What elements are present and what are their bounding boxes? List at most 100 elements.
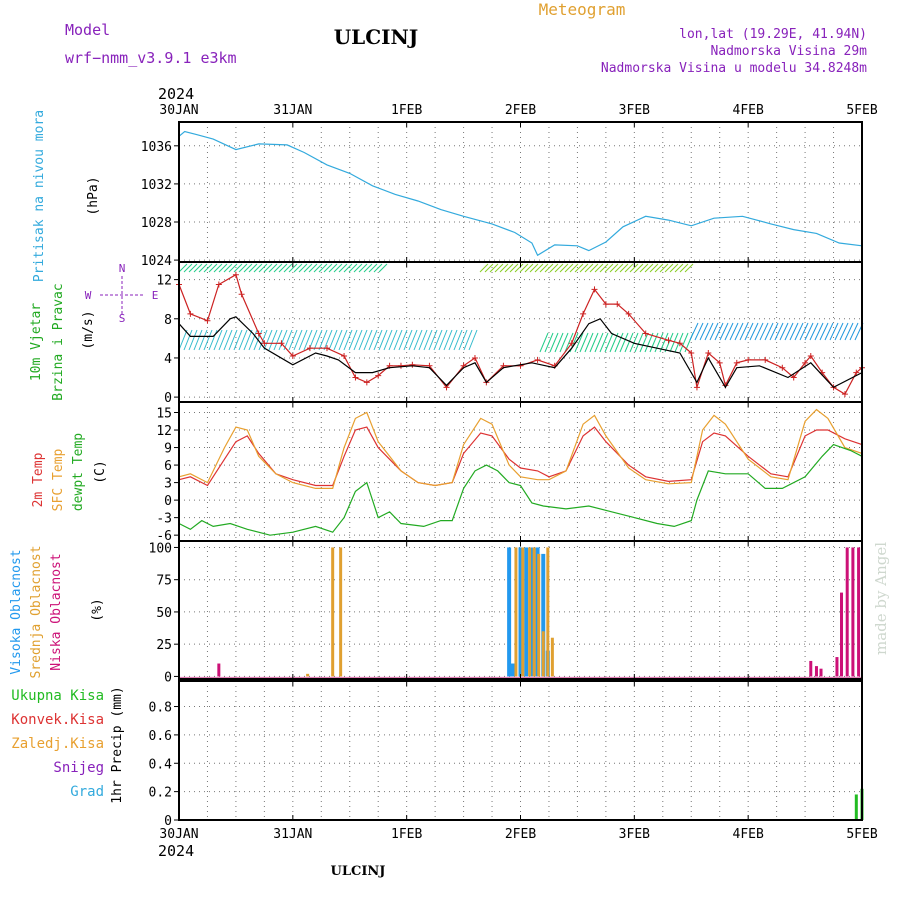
bar xyxy=(524,547,529,677)
wind-barb xyxy=(549,332,559,353)
wind-barb xyxy=(554,263,564,273)
date-label-bottom: 30JAN xyxy=(159,827,198,842)
date-label-bottom: 31JAN xyxy=(273,827,312,842)
wind-barb xyxy=(659,263,669,273)
wind-barb xyxy=(328,329,338,351)
bar xyxy=(854,794,858,820)
wind-barb xyxy=(263,329,273,351)
wind-barb xyxy=(639,263,649,273)
wind-label-2: Brzina i Pravac xyxy=(51,283,66,400)
temp-label-3: dewpt Temp xyxy=(71,433,86,511)
wind-barb xyxy=(484,263,494,273)
wind-barb xyxy=(644,263,654,273)
wind-barb xyxy=(438,329,448,351)
wind-barb xyxy=(428,329,438,351)
wind-barb xyxy=(589,332,599,353)
wind-barb xyxy=(303,263,313,273)
wind-barb xyxy=(338,263,348,273)
wind-barb xyxy=(198,263,208,273)
wind-barb xyxy=(539,263,549,273)
wind-barb xyxy=(824,322,834,341)
wind-marker xyxy=(688,350,695,357)
panel-cloud: 0 25 50 75 100 xyxy=(149,540,863,685)
meteogram-title: Meteogram xyxy=(539,0,626,19)
y-tick-label: -6 xyxy=(156,529,172,544)
wind-barb xyxy=(248,329,258,351)
y-tick-label: 0 xyxy=(164,391,172,406)
wind-barb xyxy=(624,263,634,273)
wind-barb xyxy=(343,329,353,351)
panel-temperature: -6 -3 0 3 6 9 12 15 xyxy=(156,401,863,544)
bar xyxy=(857,547,861,677)
bar xyxy=(339,547,343,677)
wind-barb xyxy=(458,329,468,351)
date-label-bottom: 1FEB xyxy=(391,827,422,842)
wind-barb xyxy=(604,332,614,353)
wind-barb xyxy=(193,263,203,273)
temp-label-2: SFC Temp xyxy=(51,449,66,512)
wind-barb xyxy=(228,329,238,351)
wind-marker xyxy=(716,359,723,366)
compass-n: N xyxy=(119,262,126,275)
wind-barb xyxy=(353,329,363,351)
wind-barb xyxy=(759,322,769,341)
wind-barb xyxy=(398,329,408,351)
y-tick-label: 0.4 xyxy=(149,757,173,772)
y-tick-label: 9 xyxy=(164,442,172,457)
wind-barb xyxy=(448,329,458,351)
wind-marker xyxy=(517,362,524,369)
wind-barb xyxy=(669,263,679,273)
wind-barb xyxy=(273,263,283,273)
wind-barb xyxy=(413,329,423,351)
wind-barb xyxy=(188,263,198,273)
wind-barb xyxy=(233,263,243,273)
wind-barb xyxy=(243,329,253,351)
wind-barb xyxy=(268,329,278,351)
wind-marker xyxy=(807,352,814,359)
wind-barb xyxy=(348,263,358,273)
wind-barb xyxy=(569,263,579,273)
wind-barb xyxy=(323,329,333,351)
wind-barb xyxy=(609,263,619,273)
wind-barb xyxy=(749,322,759,341)
pressure-label: Pritisak na nivou mora xyxy=(32,110,47,282)
wind-barb xyxy=(468,329,478,351)
date-label-bottom: 4FEB xyxy=(733,827,764,842)
wind-barb xyxy=(328,263,338,273)
wind-marker xyxy=(614,301,621,308)
wind-barb xyxy=(599,263,609,273)
year-bottom: 2024 xyxy=(158,842,194,860)
wind-barb xyxy=(203,263,213,273)
wind-barb xyxy=(218,329,228,351)
compass-cross xyxy=(100,276,145,314)
bar xyxy=(510,663,515,677)
precip-unit: 1hr Precip (mm) xyxy=(110,686,125,803)
wind-barb xyxy=(378,329,388,351)
wind-barb xyxy=(238,329,248,351)
wind-marker xyxy=(409,361,416,368)
wind-barb xyxy=(689,322,699,341)
wind-barb xyxy=(218,263,228,273)
wind-marker xyxy=(676,340,683,347)
wind-marker xyxy=(642,330,649,337)
wind-barb xyxy=(268,263,278,273)
wind-barb xyxy=(654,332,664,353)
wind-barb xyxy=(554,332,564,353)
y-tick-label: 50 xyxy=(156,606,172,621)
wind-barb xyxy=(709,322,719,341)
bar xyxy=(835,657,839,677)
wind-barb xyxy=(353,263,363,273)
series-line xyxy=(178,408,863,489)
y-tick-label: 0 xyxy=(164,494,172,509)
wind-barb xyxy=(178,329,188,351)
wind-barb xyxy=(293,329,303,351)
wind-barb xyxy=(699,322,709,341)
panel-wind: 0 4 8 12 xyxy=(156,261,865,406)
wind-barb xyxy=(719,322,729,341)
wind-barb xyxy=(559,332,569,353)
y-tick-label: 0 xyxy=(164,670,172,685)
wind-barb xyxy=(619,332,629,353)
wind-barb xyxy=(654,263,664,273)
wind-marker xyxy=(602,301,609,308)
